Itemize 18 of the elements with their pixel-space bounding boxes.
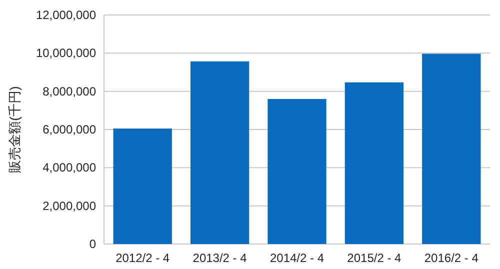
bar [113,128,172,244]
y-tick-label: 4,000,000 [42,160,96,175]
bar [422,54,481,244]
y-tick-label: 2,000,000 [42,198,96,213]
y-tick-label: 8,000,000 [42,84,96,98]
y-tick-label: 12,000,000 [36,8,96,22]
bar [268,98,326,244]
y-tick-label: 6,000,000 [42,122,96,136]
bar [344,82,404,244]
x-tick-label: 2015/2 - 4 [347,251,402,265]
x-tick-label: 2016/2 - 4 [424,251,479,265]
x-tick-label: 2013/2 - 4 [192,251,248,265]
y-axis-title: 販売金額(千円) [7,86,22,173]
bar [190,61,250,244]
x-tick-label: 2014/2 - 4 [270,251,324,265]
y-tick-label: 10,000,000 [36,46,96,60]
y-tick-label: 0 [89,237,96,251]
x-tick-label: 2012/2 - 4 [116,251,170,265]
